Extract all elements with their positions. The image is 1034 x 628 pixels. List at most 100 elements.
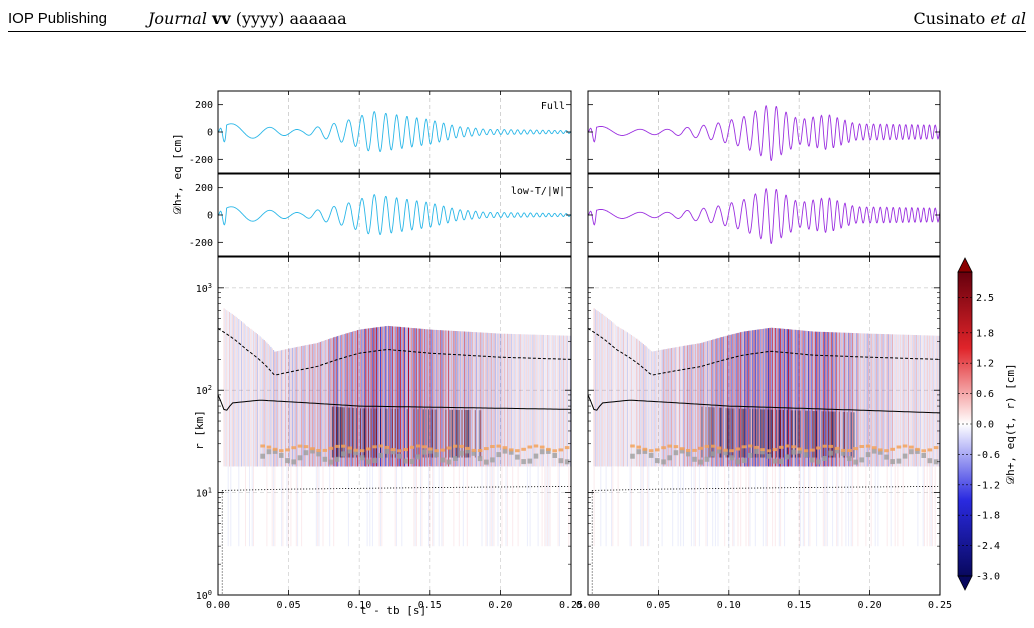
heatmap-left-field-orange-band xyxy=(260,444,265,448)
heatmap-right-field-faint xyxy=(641,466,643,547)
heatmap-left-field-faint xyxy=(271,466,273,547)
heatmap-right-field-core xyxy=(797,410,799,458)
heatmap-right-field-faint xyxy=(837,466,839,547)
heatmap-left-field-stripe xyxy=(398,326,400,467)
heatmap-right-field-stripe xyxy=(596,310,598,467)
heatmap-left-field-stripe xyxy=(449,330,451,467)
heatmap-right-field-core xyxy=(794,410,796,458)
heatmap-left-field-core xyxy=(386,408,388,458)
heatmap-right-field-stripe xyxy=(874,333,876,467)
heatmap-left-field-core xyxy=(333,406,335,458)
heatmap-right-field-orange-band xyxy=(648,449,654,453)
heatmap-right-field-stripe xyxy=(818,331,820,467)
heatmap-left-field-stripe xyxy=(528,334,530,467)
heatmap-left-field-orange-band xyxy=(334,444,340,448)
heatmap-left-field-stripe xyxy=(307,344,309,467)
heatmap-right-field-stripe xyxy=(688,345,690,467)
heatmap-left-field-stripe xyxy=(440,330,442,467)
heatmap-left-field-stripe xyxy=(317,342,319,467)
heatmap-left-field-stripe xyxy=(329,338,331,467)
heatmap-right-field-faint xyxy=(926,466,928,547)
heatmap-right-field-faint xyxy=(808,466,810,547)
heatmap-left-field-faint xyxy=(438,466,440,547)
heatmap-left-field-stripe xyxy=(501,333,503,467)
heatmap-right-field-faint xyxy=(737,466,739,547)
heatmap-right-field-faint xyxy=(778,466,780,547)
heatmap-left-field-core xyxy=(392,408,393,458)
heatmap-left-field-stripe xyxy=(520,334,522,467)
heatmap-right-field-stripe xyxy=(637,339,639,467)
heatmap-left-field-stripe xyxy=(377,327,379,467)
heatmap-right-field-core xyxy=(853,412,855,458)
heatmap-left-field-stripe xyxy=(318,342,320,467)
heatmap-left-field-faint xyxy=(485,466,487,547)
heatmap-right-field-stripe xyxy=(929,335,931,467)
heatmap-left-field xyxy=(218,308,571,595)
heatmap-left-field-grey-band xyxy=(347,448,352,454)
heatmap-right-field-stripe xyxy=(737,332,739,467)
heatmap-right-field-stripe xyxy=(685,345,687,467)
heatmap-right-field-orange-band xyxy=(927,448,933,452)
heatmap-right-field-stripe xyxy=(833,332,835,467)
heatmap-right-field-orange-band xyxy=(772,448,778,452)
heatmap-right-field-core xyxy=(733,408,735,458)
heatmap-right-field-grey-band xyxy=(673,450,679,456)
heatmap-right-field-faint xyxy=(765,466,767,547)
heatmap-left-field-stripe xyxy=(405,327,407,467)
heatmap-right-field-stripe xyxy=(808,331,810,467)
heatmap-right-field-stripe xyxy=(805,330,807,467)
heatmap-right-field-stripe xyxy=(648,348,650,467)
heatmap-right-field-faint xyxy=(924,466,925,547)
heatmap-left-field-stripe xyxy=(250,328,252,467)
heatmap-right-field-stripe xyxy=(765,328,767,467)
heatmap-right-field-stripe xyxy=(638,340,640,467)
heatmap-right-field-stripe xyxy=(621,329,623,467)
heatmap-right-field-faint xyxy=(934,466,936,547)
heatmap-left-frame xyxy=(217,256,572,596)
heatmap-left-field-core xyxy=(450,409,452,458)
heatmap-left-field-stripe xyxy=(362,329,364,467)
ytick-label-log-2: 102 xyxy=(196,384,212,397)
heatmap-left-field-faint xyxy=(245,466,246,547)
heatmap-left-field-faint xyxy=(238,466,240,547)
publisher-name: IOP Publishing xyxy=(8,10,107,27)
heatmap-left-field-stripe xyxy=(293,347,295,467)
heatmap-right-field-grey-band xyxy=(816,459,821,465)
heatmap-left-field-stripe xyxy=(474,332,476,467)
heatmap-right-field-stripe xyxy=(810,331,812,467)
heatmap-right-field xyxy=(588,308,940,595)
heatmap-left-field-orange-band xyxy=(515,449,520,453)
heatmap-left-field-core xyxy=(456,409,458,458)
heatmap-right-field-stripe xyxy=(741,331,743,467)
heatmap-right-field-stripe xyxy=(693,344,695,467)
heatmap-right-field-stripe xyxy=(746,331,748,467)
heatmap-left-field-stripe xyxy=(226,310,228,467)
heatmap-left-field-stripe xyxy=(432,329,434,467)
heatmap-right-field-orange-band xyxy=(865,444,871,448)
heatmap-right-field-stripe xyxy=(814,331,816,467)
panel-label-full: Full xyxy=(541,101,565,112)
wave-mid-left-ytick-label-2: -200 xyxy=(189,238,213,249)
heatmap-right-field-faint xyxy=(740,466,742,547)
heatmap-left-field-stripe xyxy=(401,327,403,467)
heatmap-right-field-core xyxy=(850,412,852,458)
heatmap-left-field-stripe xyxy=(289,348,291,467)
heatmap-left-field-faint xyxy=(492,466,494,547)
heatmap-left-field-orange-band xyxy=(390,448,396,452)
heatmap-right-field-faint xyxy=(617,466,619,547)
heatmap-left-field-faint xyxy=(458,466,460,547)
heatmap-left-field-grey-band xyxy=(490,457,495,463)
heatmap-left-field-stripe xyxy=(476,332,478,467)
heatmap-left-field-faint xyxy=(414,466,416,547)
heatmap-right-field-core xyxy=(770,409,772,458)
heatmap-left-field-faint xyxy=(297,466,299,547)
heatmap-left-field-stripe xyxy=(526,334,528,467)
heatmap-right-field-stripe xyxy=(813,331,815,467)
heatmap-left-field-stripe xyxy=(366,328,368,467)
heatmap-left-field-stripe xyxy=(310,344,312,467)
heatmap-left-field-stripe xyxy=(496,333,498,467)
heatmap-right-field-stripe xyxy=(673,347,675,467)
heatmap-right-field-stripe xyxy=(754,329,756,467)
heatmap-left-field-stripe xyxy=(466,331,468,467)
heatmap-left-field-core xyxy=(430,409,432,458)
